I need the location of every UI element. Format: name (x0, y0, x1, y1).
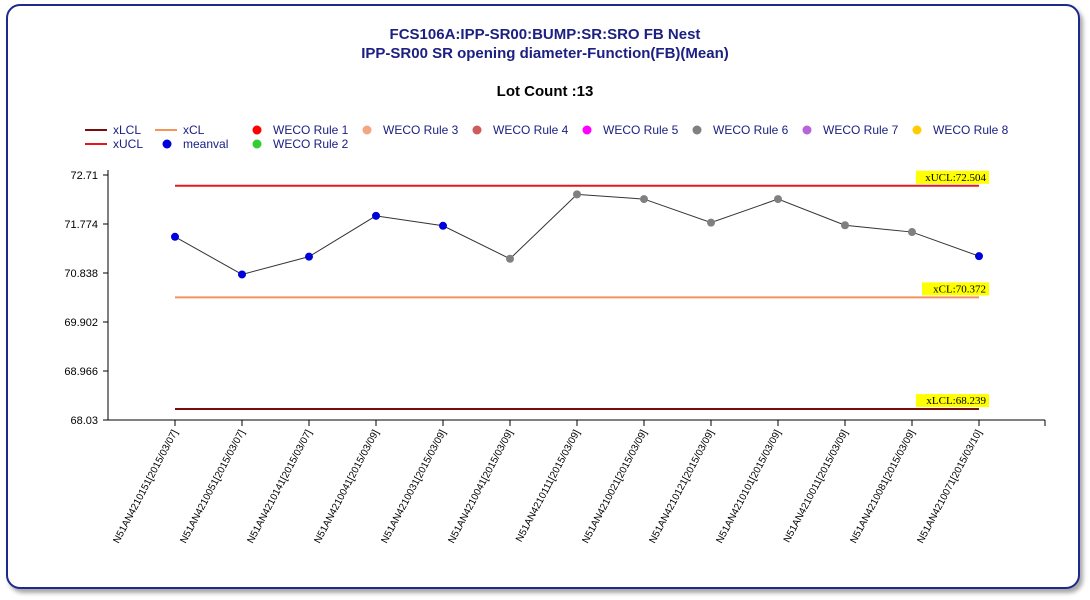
x-tick-label: N51AN4210011[2015/03/09] (782, 428, 851, 545)
data-point (908, 228, 916, 237)
legend-label-weco-rule-7: WECO Rule 7 (823, 123, 899, 137)
y-tick-label: 71.774 (64, 219, 98, 231)
legend-label-weco-rule-8: WECO Rule 8 (933, 123, 1009, 137)
legend-label-xucl: xUCL (113, 137, 143, 151)
legend-swatch-weco-rule-4 (472, 125, 482, 135)
data-point (305, 252, 313, 261)
data-point (372, 211, 380, 220)
data-point (975, 252, 983, 261)
x-tick-label: N51AN4210031[2015/03/09] (379, 428, 448, 545)
data-point (573, 190, 581, 199)
legend-swatch-meanval (162, 139, 172, 149)
x-tick-label: N51AN4210111[2015/03/09] (514, 428, 583, 544)
legend-label-weco-rule-5: WECO Rule 5 (603, 123, 679, 137)
data-point (640, 195, 648, 204)
x-tick-label: N51AN4210101[2015/03/09] (714, 428, 783, 545)
chart-title: FCS106A:IPP-SR00:BUMP:SR:SRO FB Nest (389, 26, 701, 43)
x-tick-label: N51AN4210041[2015/03/09] (312, 428, 381, 545)
legend-swatch-weco-rule-5 (582, 125, 592, 135)
x-tick-label: N51AN4210021[2015/03/09] (580, 428, 649, 545)
y-tick-label: 70.838 (64, 268, 98, 280)
series-line-meanval (174, 193, 980, 276)
x-tick-label: N51AN4210081[2015/03/09] (848, 428, 917, 545)
legend-label-weco-rule-3: WECO Rule 3 (383, 123, 459, 137)
data-point (439, 221, 447, 230)
legend-swatch-weco-rule-1 (252, 125, 262, 135)
legend-swatch-weco-rule-8 (912, 125, 922, 135)
xcl-label-bg (922, 282, 989, 296)
legend-label-weco-rule-6: WECO Rule 6 (713, 123, 789, 137)
x-tick-label: N51AN4210141[2015/03/07] (245, 428, 314, 545)
y-tick-label: 68.966 (64, 366, 98, 378)
legend-label-weco-rule-2: WECO Rule 2 (273, 137, 349, 151)
legend-swatch-weco-rule-6 (692, 125, 702, 135)
data-point (707, 218, 715, 227)
legend-swatch-weco-rule-3 (362, 125, 372, 135)
data-point (774, 195, 782, 204)
data-point (506, 254, 514, 263)
legend-swatch-weco-rule-2 (252, 139, 262, 149)
x-tick-label: N51AN4210051[2015/03/07] (178, 428, 247, 545)
xlcl-label-bg (915, 394, 989, 408)
xcl-label: xCL:70.372 (933, 283, 986, 295)
legend-label-xlcl: xLCL (113, 123, 141, 137)
x-tick-label: N51AN4210121[2015/03/09] (647, 428, 716, 545)
legend-label-weco-rule-4: WECO Rule 4 (493, 123, 569, 137)
xucl-label: xUCL:72.504 (925, 172, 986, 184)
data-point (171, 232, 179, 241)
data-point (841, 221, 849, 230)
data-point (238, 270, 246, 279)
chart-subtitle: IPP-SR00 SR opening diameter-Function(FB… (361, 45, 729, 62)
legend-swatch-weco-rule-7 (802, 125, 812, 135)
y-tick-label: 69.902 (64, 317, 98, 329)
x-tick-label: N51AN4210151[2015/03/07] (111, 428, 180, 545)
x-tick-label: N51AN4210041[2015/03/09] (446, 428, 515, 545)
legend-label-meanval: meanval (183, 137, 228, 151)
legend-label-xcl: xCL (183, 123, 205, 137)
y-tick-label: 68.03 (70, 415, 98, 427)
y-tick-label: 72.71 (70, 170, 98, 182)
lot-count: Lot Count :13 (496, 83, 594, 100)
xucl-label-bg (915, 170, 989, 184)
xlcl-label: xLCL:68.239 (926, 395, 986, 407)
legend-label-weco-rule-1: WECO Rule 1 (273, 123, 349, 137)
x-tick-label: N51AN4210071[2015/03/10] (915, 428, 984, 545)
